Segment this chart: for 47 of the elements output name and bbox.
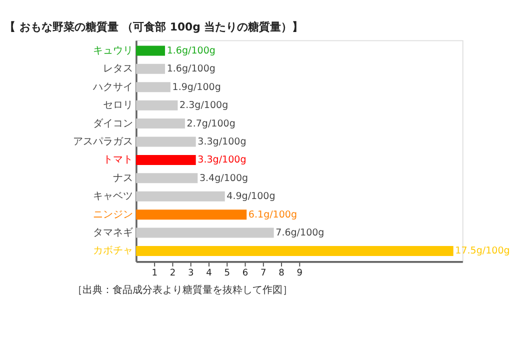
data-label: 3.3g/100g bbox=[198, 154, 246, 166]
y-tick-label: タマネギ bbox=[92, 226, 133, 239]
bar bbox=[136, 246, 454, 256]
data-label: 3.3g/100g bbox=[198, 136, 246, 148]
x-tick-label: 8 bbox=[278, 268, 285, 279]
y-tick-label: レタス bbox=[102, 64, 133, 75]
data-label: 1.6g/100g bbox=[166, 64, 216, 75]
data-label: 2.7g/100g bbox=[186, 118, 236, 130]
data-label: 7.6g/100g bbox=[276, 228, 324, 239]
bar bbox=[136, 82, 170, 92]
data-label: 4.9g/100g bbox=[226, 191, 276, 202]
y-tick-label: トマト bbox=[102, 154, 133, 166]
bar bbox=[136, 100, 178, 110]
bar bbox=[136, 228, 274, 238]
x-tick-label: 6 bbox=[242, 268, 248, 279]
y-tick-label: セロリ bbox=[102, 100, 133, 112]
y-tick-label: ナス bbox=[112, 172, 133, 184]
x-tick-label: 3 bbox=[188, 268, 194, 279]
bar bbox=[136, 46, 166, 56]
data-label: 1.6g/100g bbox=[166, 45, 216, 56]
bar bbox=[136, 191, 225, 202]
data-label: 6.1g/100g bbox=[248, 209, 298, 220]
x-tick-label: 5 bbox=[224, 268, 230, 279]
y-tick-label: キュウリ bbox=[92, 45, 133, 56]
y-tick-label: キャベツ bbox=[92, 191, 133, 202]
bar bbox=[136, 136, 196, 147]
x-tick-label: 1 bbox=[152, 268, 158, 279]
bar bbox=[136, 173, 198, 184]
y-tick-label: カボチャ bbox=[92, 246, 133, 257]
data-label: 2.3g/100g bbox=[180, 100, 228, 112]
y-tick-label: ダイコン bbox=[92, 117, 133, 130]
data-label: 3.4g/100g bbox=[199, 172, 248, 184]
y-tick-label: ニンジン bbox=[92, 209, 133, 220]
bar bbox=[136, 210, 247, 220]
text: ［出典：食品成分表より糖質量を抜粋して作図］ bbox=[72, 284, 293, 296]
x-tick-label: 9 bbox=[296, 268, 303, 279]
data-label: 1.9g/100g bbox=[172, 82, 221, 93]
y-tick-label: ハクサイ bbox=[92, 82, 133, 93]
bar bbox=[136, 154, 196, 165]
data-label: 17.5g/100g bbox=[455, 246, 510, 257]
chart-title: 【 おもな野菜の糖質量 （可食部 100g 当たりの糖質量）】 bbox=[4, 20, 304, 34]
bar bbox=[136, 64, 166, 74]
x-tick-label: 4 bbox=[206, 268, 212, 279]
y-tick-label: アスパラガス bbox=[72, 136, 133, 148]
x-tick-label: 2 bbox=[170, 268, 176, 279]
bar bbox=[136, 118, 185, 129]
x-tick-label: 7 bbox=[260, 268, 266, 279]
